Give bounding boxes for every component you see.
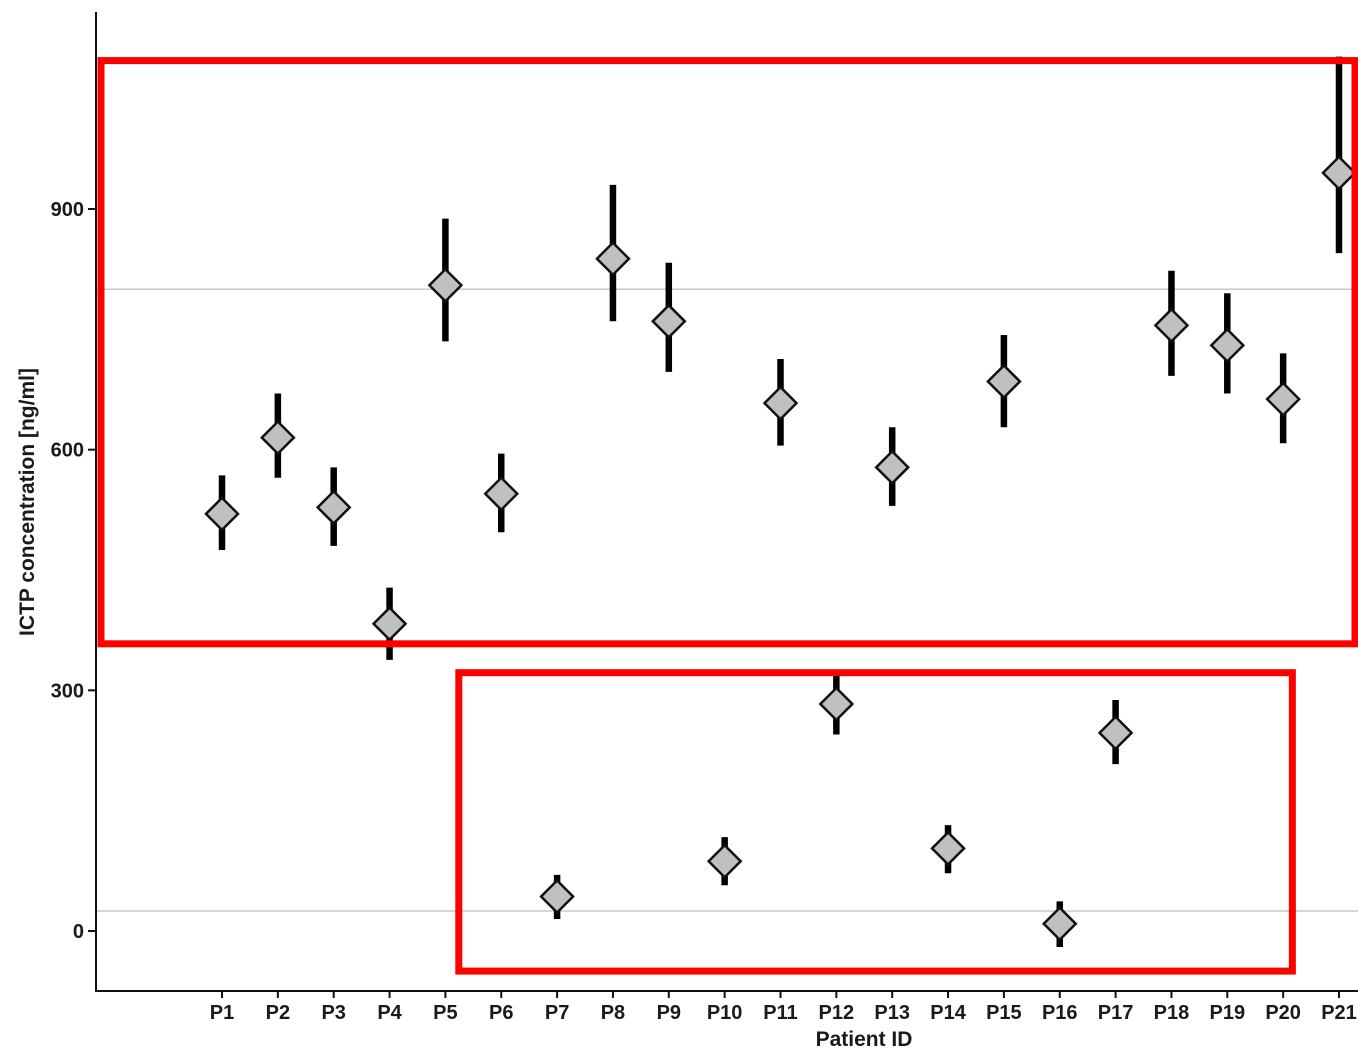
data-point-p2 — [260, 419, 296, 456]
x-tick-label: P6 — [489, 1002, 513, 1024]
data-point-p13 — [874, 449, 910, 486]
data-point-p6 — [483, 476, 520, 512]
data-point-p21 — [1321, 155, 1357, 191]
data-point-p5 — [427, 267, 464, 303]
y-axis-title: ICTP concentration [ng/ml] — [16, 368, 39, 636]
highlight-boxes — [97, 57, 1358, 975]
x-tick-label: P21 — [1321, 1002, 1357, 1024]
data-point-p14 — [930, 830, 966, 867]
data-point-p18 — [1153, 307, 1190, 344]
data-point-p16 — [1041, 906, 1078, 942]
y-axis-ticks: 0 300 600 900 — [51, 199, 96, 943]
x-tick-label: P15 — [986, 1002, 1022, 1024]
data-point-p10 — [706, 843, 743, 879]
data-point-p20 — [1265, 381, 1301, 417]
y-tick-label: 0 — [73, 921, 84, 943]
y-tick-label: 300 — [51, 680, 84, 702]
x-tick-label: P20 — [1265, 1002, 1301, 1024]
reference-lines — [97, 288, 1358, 912]
data-point-p12 — [818, 686, 855, 722]
x-tick-label: P8 — [601, 1002, 625, 1024]
x-tick-label: P4 — [377, 1002, 402, 1024]
x-tick-label: P5 — [433, 1002, 457, 1024]
data-point-p15 — [986, 363, 1022, 400]
x-tick-label: P3 — [321, 1002, 345, 1024]
data-point-p4 — [371, 605, 408, 642]
x-tick-label: P7 — [545, 1002, 569, 1024]
x-tick-label: P17 — [1098, 1002, 1134, 1024]
data-point-p17 — [1097, 715, 1134, 751]
x-axis-ticks: P1 P2 P3 P4 P5 P6 P7 P8 P9 P10 P11 P12 P13 P14 P15 P16 P… — [210, 991, 1357, 1024]
x-tick-label: P2 — [266, 1002, 290, 1024]
x-tick-label: P10 — [707, 1002, 743, 1024]
x-tick-label: P16 — [1042, 1002, 1078, 1024]
x-axis-title: Patient ID — [816, 1028, 913, 1051]
x-tick-label: P1 — [210, 1002, 234, 1024]
y-tick-label: 600 — [51, 440, 84, 462]
error-bars — [218, 56, 1343, 948]
data-point-p8 — [595, 240, 631, 277]
x-tick-label: P11 — [763, 1002, 797, 1024]
highlight-box-1 — [97, 57, 1358, 648]
data-point-p1 — [204, 496, 240, 532]
data-point-p11 — [762, 385, 799, 421]
data-point-p19 — [1209, 327, 1246, 364]
data-points — [204, 155, 1357, 942]
x-tick-label: P9 — [657, 1002, 681, 1024]
y-tick-label: 900 — [51, 199, 84, 221]
data-point-p9 — [651, 303, 687, 340]
x-tick-label: P14 — [930, 1002, 966, 1024]
x-tick-label: P12 — [819, 1002, 855, 1024]
data-point-p3 — [315, 489, 352, 526]
x-tick-label: P18 — [1154, 1002, 1190, 1024]
x-tick-label: P13 — [874, 1002, 910, 1024]
highlight-box-2 — [455, 669, 1296, 975]
x-tick-label: P19 — [1210, 1002, 1246, 1024]
data-point-p7 — [539, 878, 575, 915]
